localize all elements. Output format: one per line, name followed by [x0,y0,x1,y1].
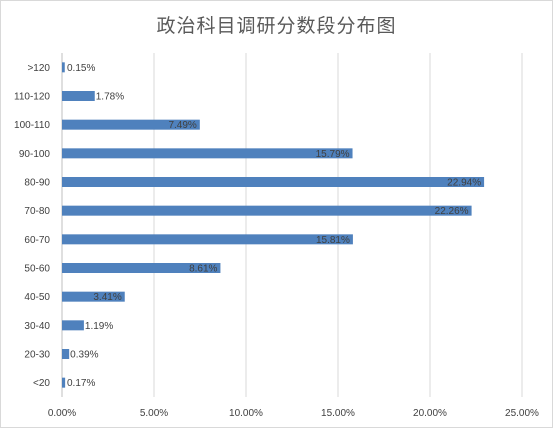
data-label: 1.19% [85,321,113,332]
bar [62,263,221,273]
x-tick-label: 0.00% [48,408,76,419]
chart-title: 政治科目调研分数段分布图 [156,15,397,37]
x-tick-label: 5.00% [140,408,168,419]
data-label: 22.94% [447,178,481,189]
y-tick-label: 70-80 [24,206,50,217]
bar [62,177,485,187]
x-tick-label: 20.00% [413,408,447,419]
y-tick-label: <20 [33,378,50,389]
y-tick-label: 110-120 [14,92,50,103]
y-tick-label: 90-100 [19,149,51,160]
bar [62,349,70,359]
bar [62,377,66,388]
y-tick-label: 40-50 [24,292,50,303]
y-tick-label: 50-60 [24,264,50,275]
bar [62,148,353,159]
bar [62,205,472,216]
data-label: 15.79% [316,149,350,160]
data-label: 15.81% [316,235,350,246]
bar [62,320,84,331]
data-label: 1.78% [96,92,124,103]
data-label: 0.15% [67,63,95,74]
y-tick-label: 100-110 [14,120,50,131]
bar [62,91,95,101]
data-label: 7.49% [168,120,196,131]
data-label: 8.61% [189,264,217,275]
bar [62,119,200,130]
y-tick-label: 30-40 [24,321,50,332]
y-tick-label: 20-30 [24,350,50,361]
data-label: 0.17% [67,378,95,389]
x-tick-label: 15.00% [321,408,355,419]
x-tick-label: 25.00% [505,408,539,419]
bar [62,291,125,302]
data-label: 0.39% [70,350,98,361]
data-label: 22.26% [435,206,469,217]
y-tick-label: 80-90 [24,178,50,189]
y-tick-label: 60-70 [24,235,50,246]
x-tick-label: 10.00% [229,408,263,419]
bar [62,62,65,73]
data-label: 3.41% [93,292,121,303]
bar [62,234,353,245]
y-tick-label: >120 [27,63,50,74]
